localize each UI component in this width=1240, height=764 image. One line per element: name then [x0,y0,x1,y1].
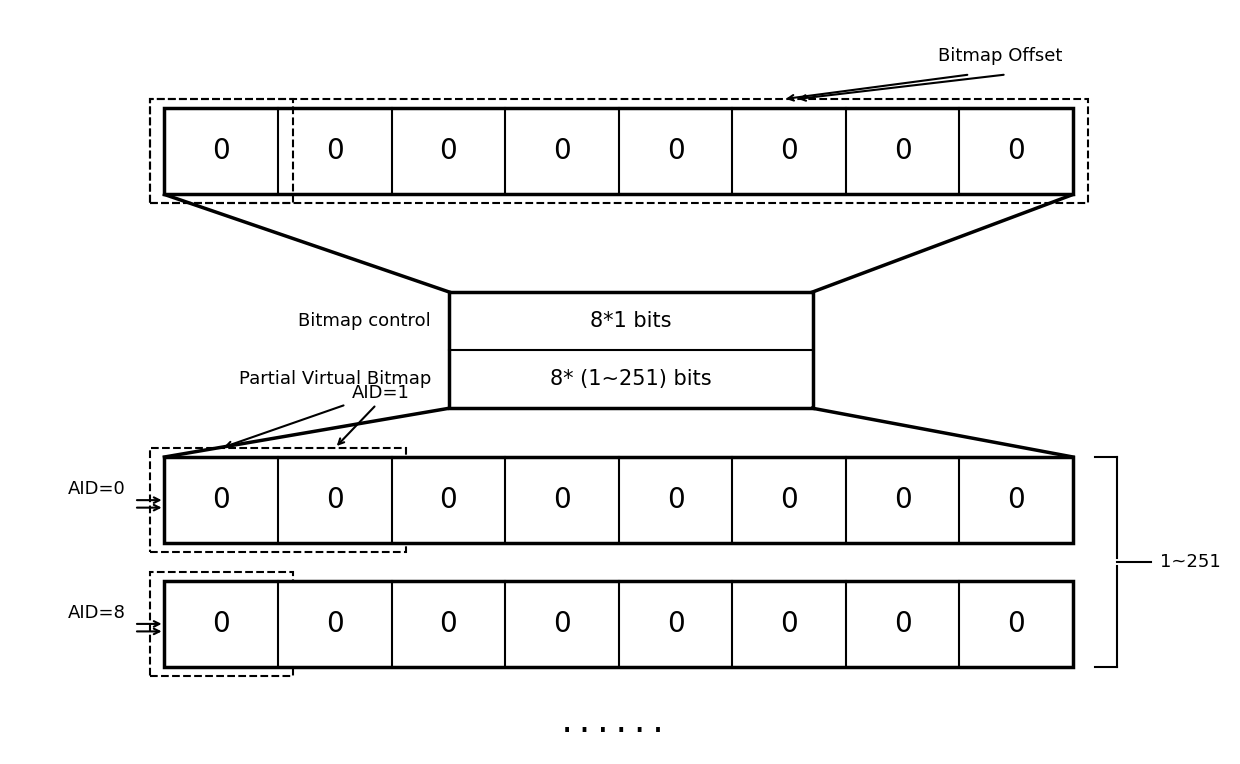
Text: 0: 0 [212,486,231,514]
Bar [165,457,1073,543]
Text: 8* (1~251) bits: 8* (1~251) bits [551,369,712,389]
Text: 0: 0 [553,486,570,514]
Text: 0: 0 [439,138,458,165]
Text: 0: 0 [780,138,799,165]
Text: 0: 0 [439,486,458,514]
Text: 0: 0 [894,610,911,638]
Text: 0: 0 [326,138,343,165]
Text: Partial Virtual Bitmap: Partial Virtual Bitmap [238,371,432,388]
Text: 0: 0 [439,610,458,638]
Text: 0: 0 [1007,138,1025,165]
Text: ......: ...... [558,709,668,738]
Text: 0: 0 [212,138,231,165]
Text: 0: 0 [326,486,343,514]
Text: 0: 0 [1007,486,1025,514]
Text: 0: 0 [553,138,570,165]
Text: 8*1 bits: 8*1 bits [590,311,672,331]
Text: 0: 0 [667,486,684,514]
Text: AID=8: AID=8 [67,604,125,622]
Text: AID=0: AID=0 [67,480,125,498]
Text: 0: 0 [1007,610,1025,638]
Bar [150,448,407,552]
Bar [165,108,1073,195]
Bar [165,581,1073,667]
Bar [150,571,293,676]
Text: Bitmap Offset: Bitmap Offset [939,47,1063,65]
Text: 0: 0 [780,486,799,514]
Bar [150,99,1087,203]
Text: 0: 0 [212,610,231,638]
Bar [150,99,293,203]
Text: 0: 0 [667,138,684,165]
Text: 1~251: 1~251 [1161,553,1221,571]
Text: 0: 0 [326,610,343,638]
Text: Bitmap control: Bitmap control [298,312,432,330]
Text: 0: 0 [780,610,799,638]
Text: 0: 0 [894,138,911,165]
Bar [449,292,812,408]
Text: AID=1: AID=1 [352,384,410,403]
Text: 0: 0 [553,610,570,638]
Text: 0: 0 [894,486,911,514]
Text: 0: 0 [667,610,684,638]
